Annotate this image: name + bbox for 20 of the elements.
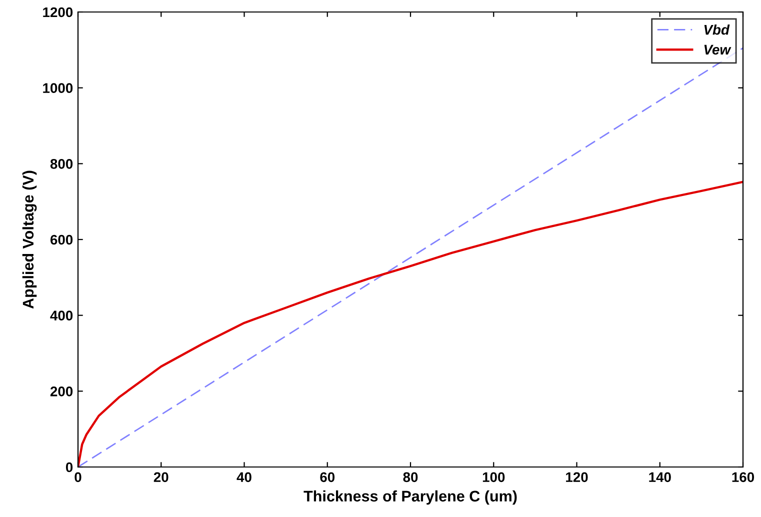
y-tick-label: 200 xyxy=(50,386,73,396)
y-tick-label: 0 xyxy=(66,462,73,472)
x-axis-title: Thickness of Parylene C (um) xyxy=(304,490,517,505)
x-tick-label: 80 xyxy=(403,472,418,482)
x-tick-label: 120 xyxy=(566,472,588,482)
x-tick-label: 140 xyxy=(649,472,671,482)
y-tick-label: 600 xyxy=(50,234,73,245)
y-tick-label: 400 xyxy=(50,310,73,321)
y-tick-label: 1200 xyxy=(43,7,73,18)
x-tick-label: 20 xyxy=(154,472,168,482)
x-tick-label: 100 xyxy=(482,472,505,482)
x-tick-label: 40 xyxy=(236,472,252,482)
x-tick-label: 160 xyxy=(732,472,754,482)
x-tick-label: 60 xyxy=(320,472,335,482)
y-tick-label: 800 xyxy=(50,159,73,169)
x-tick-label: 0 xyxy=(74,472,82,482)
legend-label: Vew xyxy=(704,44,732,55)
y-axis-title: Applied Voltage (V) xyxy=(22,170,37,309)
legend-label: Vbd xyxy=(704,24,730,35)
y-tick-label: 1000 xyxy=(43,83,73,94)
